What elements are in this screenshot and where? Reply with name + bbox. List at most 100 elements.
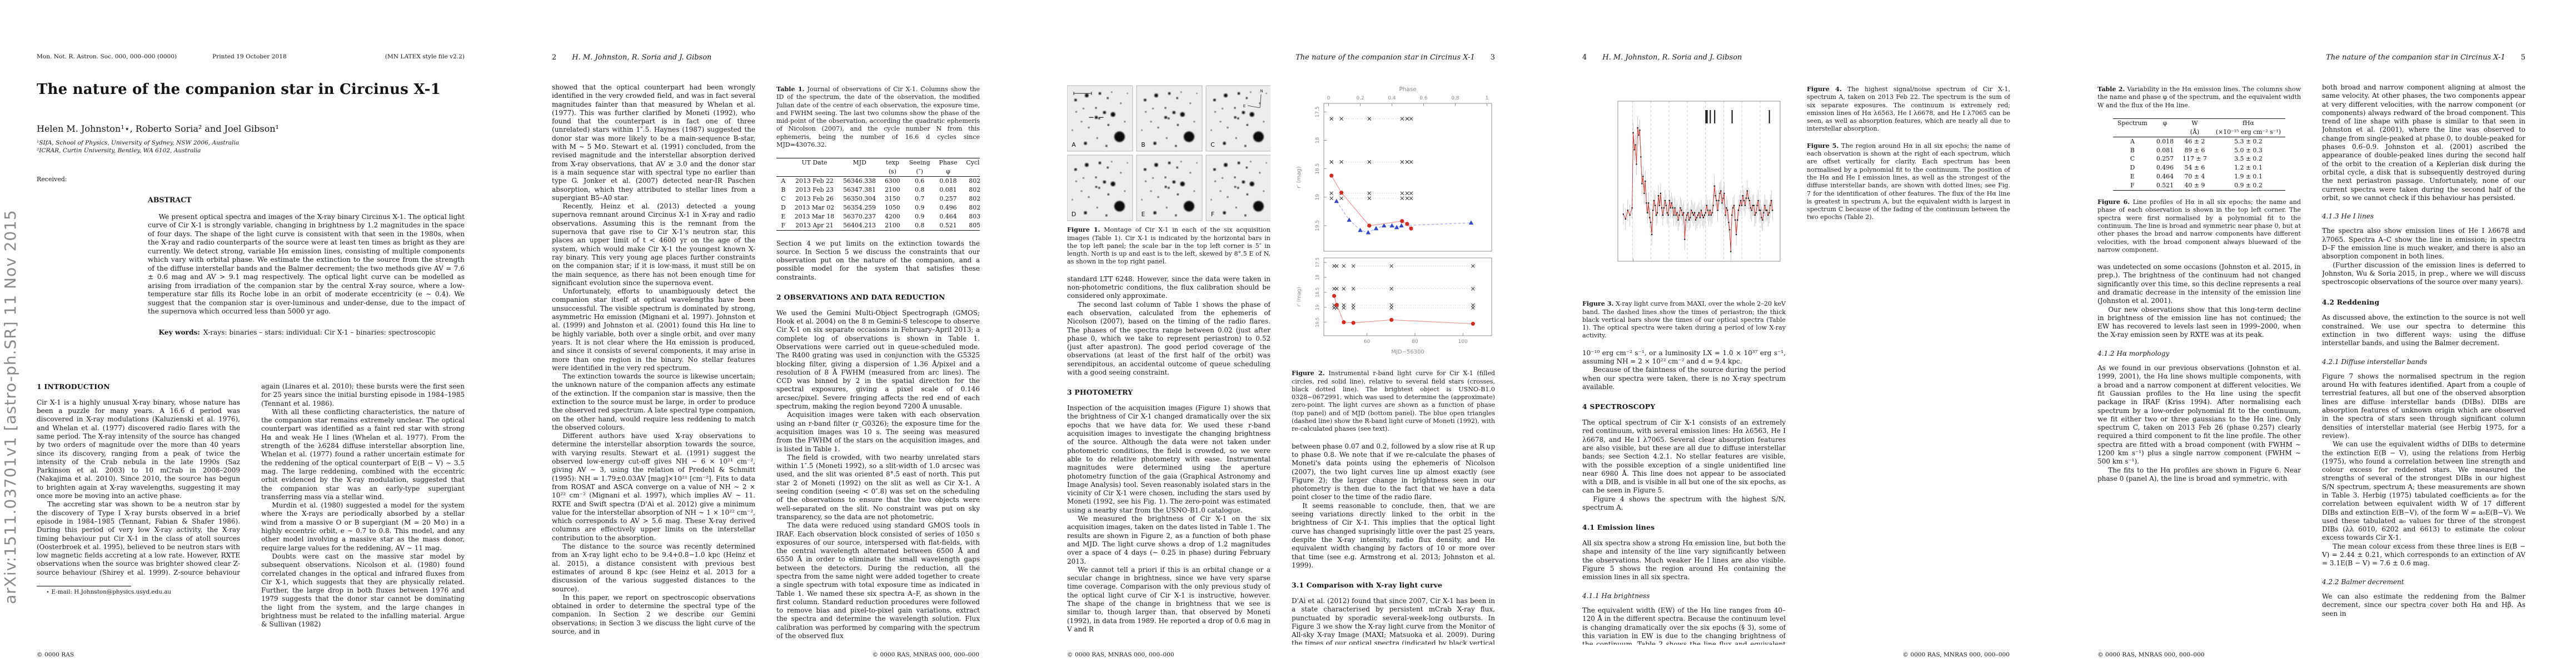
two-column-body: 1 INTRODUCTION Cir X-1 is a highly unusu… [37, 382, 465, 644]
svg-text:17.5: 17.5 [1315, 257, 1320, 267]
svg-text:E: E [1142, 211, 1145, 218]
svg-text:C: C [1210, 141, 1215, 148]
right-column: Table 1. Journal of observations of Cir … [776, 83, 980, 645]
section-heading: 3 PHOTOMETRY [1067, 388, 1133, 397]
style-file-note: (MN LATEX style file v2.2) [385, 53, 465, 60]
svg-text:0.6: 0.6 [1419, 96, 1428, 101]
paragraph: It seems reasonable to conclude, then, t… [1292, 501, 1495, 569]
paragraph: showed that the optical counterpart had … [552, 83, 755, 202]
paragraph: The data were reduced using standard GMO… [776, 521, 980, 640]
table-1: UT DateMJDtexpSeeingPhaseCycle(s)(″)φA20… [776, 158, 980, 231]
paragraph: We can also estimate the reddening from … [2322, 592, 2525, 618]
paragraph: Recently, Heinz et al. (2013) detected a… [552, 202, 755, 287]
paragraph: The spectra also show emission lines of … [2322, 227, 2525, 261]
paragraph: As we found in our previous observations… [2097, 364, 2301, 466]
page-2: 2 H. M. Johnston, R. Soria and J. Gibson… [515, 0, 1030, 667]
subsection-heading: 4.2.2 Balmer decrement [2322, 578, 2404, 586]
table-1-caption: Table 1. Journal of observations of Cir … [776, 86, 980, 149]
abstract-heading: ABSTRACT [148, 196, 192, 204]
abstract-block: ABSTRACT We present optical spectra and … [148, 196, 465, 337]
figure-6-caption: Figure 6. Line profiles of Hα in all six… [2097, 198, 2301, 253]
figure-3-maxi-light-curve [1582, 84, 1786, 298]
section-heading: 2 OBSERVATIONS AND DATA REDUCTION [776, 292, 945, 301]
running-head: The nature of the companion star in Circ… [1067, 53, 1495, 62]
page-footer: © 0000 RAS, MNRAS 000, 000–000 [872, 651, 979, 658]
section-heading: 4.1 Emission lines [1582, 523, 1655, 532]
affiliations: ¹SIfA, School of Physics, University of … [37, 139, 239, 155]
svg-text:19.5: 19.5 [1315, 317, 1320, 327]
page-number: 4 [1582, 53, 1587, 62]
section-heading: 4 SPECTROSCOPY [1582, 402, 1656, 411]
svg-text:B: B [1141, 141, 1145, 148]
two-column-body: Figure 3. X-ray light curve from MAXI, o… [1582, 83, 2010, 645]
left-column: Table 2. Variability in the Hα emission … [2097, 83, 2301, 645]
paragraph: standard LTT 6248. However, since the da… [1067, 275, 1270, 300]
figure-1-montage: A B C N E D E F [1067, 84, 1270, 224]
subsection-heading: 4.1.1 Hα brightness [1582, 591, 1650, 600]
keywords-line: Key words: X-rays: binaries – stars: indi… [148, 328, 465, 337]
arxiv-watermark: arXiv:1511.03701v1 [astro-ph.SR] 11 Nov … [1, 210, 19, 604]
paragraph: The accreting star was shown to be a neu… [37, 500, 240, 578]
paragraph: Cir X-1 is a highly unusual X-ray binary… [37, 398, 240, 500]
page-number: 5 [2520, 53, 2525, 62]
svg-text:18.5: 18.5 [1315, 287, 1320, 297]
paragraph: All six spectra show a strong Hα emissio… [1582, 539, 1786, 581]
svg-text:0.2: 0.2 [1356, 96, 1364, 101]
svg-text:A: A [1072, 141, 1076, 148]
figure-2-caption: Figure 2. Instrumental r-band light curv… [1292, 370, 1495, 433]
running-head: The nature of the companion star in Circ… [2097, 53, 2525, 62]
paragraph: The field is crowded, with two nearby un… [776, 453, 980, 521]
svg-text:MJD−56300: MJD−56300 [1391, 349, 1424, 355]
paragraph: Murdin et al. (1980) suggested a model f… [261, 501, 465, 552]
svg-text:E: E [1243, 104, 1245, 108]
section-heading: 1 INTRODUCTION [37, 382, 110, 391]
svg-text:1: 1 [1486, 96, 1489, 101]
page-footer: © 0000 RAS [37, 651, 74, 658]
journal-header: Mon. Not. R. Astron. Soc. 000, 000–000 (… [37, 53, 465, 60]
figure-3-caption: Figure 3. X-ray light curve from MAXI, o… [1582, 300, 1786, 340]
paragraph: The second last column of Table 1 shows … [1067, 300, 1270, 377]
right-column: again (Linares et al. 2010); these burst… [261, 382, 465, 644]
paragraph: D'Aì et al. (2012) found that since 2007… [1292, 596, 1495, 645]
paragraph: The optical spectrum of Cir X-1 consists… [1582, 419, 1786, 495]
svg-text:D: D [1072, 211, 1076, 218]
two-column-body: showed that the optical counterpart had … [552, 83, 980, 645]
paragraph: Unfortunately, efforts to unambiguously … [552, 287, 755, 372]
affiliation-1: ¹SIfA, School of Physics, University of … [37, 140, 240, 146]
left-column: A B C N E D E F Figure 1. Montage of Cir X-1 in… [1067, 83, 1270, 645]
svg-text:18: 18 [1315, 275, 1320, 280]
page-footer: © 0000 RAS, MNRAS 000, 000–000 [1902, 651, 2010, 658]
subsection-heading: 4.1.3 He I lines [2322, 212, 2374, 221]
svg-text:19: 19 [1315, 194, 1321, 201]
paragraph: We measured the brightness of Cir X-1 on… [1067, 515, 1270, 565]
left-column: 1 INTRODUCTION Cir X-1 is a highly unusu… [37, 382, 240, 644]
running-title: The nature of the companion star in Circ… [2326, 53, 2505, 62]
page-5: The nature of the companion star in Circ… [2061, 0, 2576, 667]
paragraph: between phase 0.07 and 0.2, followed by … [1292, 442, 1495, 501]
svg-text:18.5: 18.5 [1315, 163, 1321, 175]
paragraph: again (Linares et al. 2010); these burst… [261, 382, 465, 407]
right-column: Phase 0 0.2 0.4 0.6 0.8 1 17.5 17.5 18 18 18.5 18.5 1… [1292, 83, 1495, 645]
svg-text:80: 80 [1412, 339, 1418, 345]
paragraph: was undetected on some occasions (Johnst… [2097, 263, 2301, 305]
paragraph: The extinction towards the source is lik… [552, 372, 755, 431]
paragraph: We used the Gemini Multi-Object Spectrog… [776, 308, 980, 411]
figure-2-light-curve: Phase 0 0.2 0.4 0.6 0.8 1 17.5 17.5 18 18 18.5 18.5 1… [1292, 84, 1495, 367]
svg-text:17.5: 17.5 [1315, 106, 1321, 117]
figure-5-caption: Figure 5. The region around Hα in all si… [1807, 142, 2010, 221]
paragraph: The equivalent width (EW) of the Hα line… [1582, 606, 1786, 645]
running-head: 2 H. M. Johnston, R. Soria and J. Gibson [552, 53, 980, 62]
paragraph: Different authors have used X-ray observ… [552, 432, 755, 542]
svg-text:60: 60 [1364, 339, 1371, 345]
left-column: showed that the optical counterpart had … [552, 83, 755, 645]
svg-text:0.4: 0.4 [1388, 96, 1396, 101]
left-column: Figure 3. X-ray light curve from MAXI, o… [1582, 83, 1786, 645]
affiliation-2: ²ICRAR, Curtin University, Bentley, WA 6… [37, 147, 201, 155]
page-number: 2 [552, 53, 557, 62]
table-2-caption: Table 2. Variability in the Hα emission … [2097, 86, 2301, 109]
keywords: X-rays: binaries – stars: individual: Ci… [203, 328, 436, 336]
right-column: both broad and narrow component aligning… [2322, 83, 2525, 645]
svg-text:19: 19 [1315, 305, 1320, 310]
